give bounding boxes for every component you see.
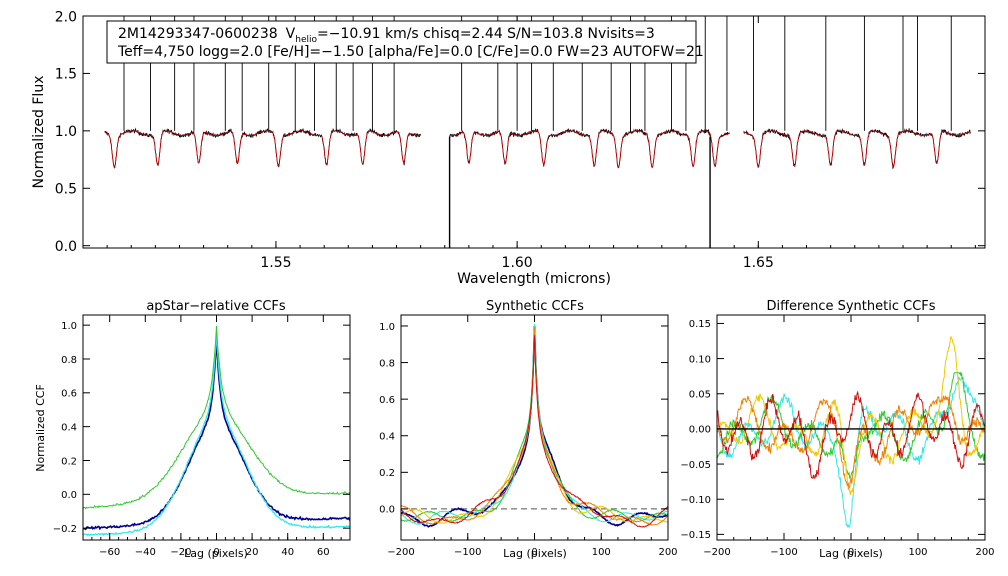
synthetic-ccf-series-line	[401, 324, 668, 525]
apstar-ccf-series-line	[83, 332, 350, 537]
apstar-ccf-x-tick-label: 40	[281, 547, 294, 558]
synthetic-ccf-series-line	[401, 327, 668, 523]
apstar-ccf-title: apStar−relative CCFs	[146, 299, 286, 314]
synthetic-ccf-x-tick-label: 100	[592, 547, 611, 558]
difference-ccf-y-tick-label: 0.05	[689, 390, 711, 401]
apstar-ccf-series-line	[83, 325, 350, 510]
info-line-1: 2M14293347-0600238 Vhelio=−10.91 km/s chi…	[118, 26, 655, 45]
difference-ccf-y-tick-label: 0.10	[689, 354, 711, 365]
synthetic-ccf-x-tick-label: 0	[531, 547, 537, 558]
apstar-ccf-y-tick-label: 0.0	[61, 490, 77, 501]
synthetic-ccf-title: Synthetic CCFs	[486, 299, 584, 314]
difference-ccf-y-tick-label: 0.15	[689, 319, 711, 330]
apstar-ccf-y-ticks: −0.2 0.0 0.2 0.4 0.6 0.8 1.0	[53, 321, 350, 535]
difference-ccf-x-tick-label: 0	[848, 547, 854, 558]
apstar-ccf-y-tick-label: 0.6	[61, 389, 77, 400]
difference-ccf-x-tick-label: −200	[703, 547, 730, 558]
difference-ccf-series-line	[717, 336, 985, 496]
spectrum-x-axis-label: Wavelength (microns)	[457, 271, 611, 287]
spectrum-y-tick-label: 2.0	[55, 9, 77, 25]
apstar-ccf-y-tick-label: 1.0	[61, 321, 77, 332]
synthetic-ccf-y-tick-label: 0.0	[379, 505, 395, 516]
spectrum-x-tick-label: 1.65	[743, 255, 774, 271]
spectrum-x-ticks: 1.55 1.60 1.65	[82, 16, 976, 271]
spectrum-x-tick-label: 1.55	[260, 255, 291, 271]
synthetic-ccf-x-tick-label: −200	[387, 547, 414, 558]
difference-ccf-y-tick-label: −0.05	[680, 460, 711, 471]
synthetic-ccf-y-tick-label: 0.6	[379, 395, 395, 406]
synthetic-ccf-x-tick-label: 200	[658, 547, 677, 558]
spectrum-y-ticks: 0.0 0.5 1.0 1.5 2.0	[55, 9, 985, 255]
info-line-2: Teff=4,750 logg=2.0 [Fe/H]=−1.50 [alpha/…	[117, 44, 704, 60]
synthetic-ccf-y-ticks: 0.0 0.2 0.4 0.6 0.8 1.0	[379, 322, 668, 516]
difference-ccf-lines	[717, 336, 985, 529]
apstar-ccf-y-axis-label: Normalized CCF	[34, 384, 47, 472]
apstar-ccf-x-tick-label: −40	[135, 547, 156, 558]
synthetic-ccf-lines	[401, 324, 668, 528]
difference-ccf-y-tick-label: −0.15	[680, 530, 711, 541]
difference-ccf-series-line	[717, 395, 985, 491]
synthetic-ccf-series-line	[401, 335, 668, 528]
synthetic-spectrum-line	[743, 130, 971, 168]
spectrum-plot-frame	[82, 15, 986, 249]
star-id: 2M14293347-0600238	[118, 26, 278, 42]
synthetic-ccf-y-tick-label: 0.8	[379, 358, 395, 369]
apstar-ccf-y-tick-label: 0.8	[61, 355, 77, 366]
spectrum-y-tick-label: 1.0	[55, 124, 77, 140]
apstar-ccf-x-tick-label: 20	[246, 547, 259, 558]
apstar-ccf-panel: apStar−relative CCFs −60 −40 −20 0 20 40 60 −0…	[34, 299, 351, 560]
info-box-frame	[106, 20, 697, 64]
synthetic-ccf-series-line	[401, 335, 668, 524]
difference-ccf-y-ticks: −0.15 −0.10 −0.05 0.00 0.05 0.10 0.15	[680, 319, 985, 541]
apstar-ccf-x-ticks: −60 −40 −20 0 20 40 60	[82, 315, 351, 558]
difference-ccf-series-line	[717, 371, 985, 479]
observed-spectrum-line	[449, 127, 730, 169]
difference-ccf-x-tick-label: 100	[908, 547, 927, 558]
difference-ccf-x-axis-label: Lag (pixels)	[819, 547, 883, 560]
apstar-ccf-lines	[83, 325, 350, 537]
apstar-ccf-x-tick-label: −60	[99, 547, 120, 558]
synthetic-ccf-y-tick-label: 0.2	[379, 468, 395, 479]
synthetic-ccf-y-tick-label: 1.0	[379, 322, 395, 333]
difference-ccf-x-ticks: −200 −100 0 100 200	[703, 315, 995, 558]
difference-ccf-series-line	[717, 390, 985, 479]
synthetic-ccf-x-ticks: −200 −100 0 100 200	[387, 315, 678, 558]
spectrum-y-tick-label: 1.5	[55, 67, 77, 83]
synthetic-ccf-y-tick-label: 0.4	[379, 432, 395, 443]
synthetic-ccf-x-axis-label: Lag (pixels)	[503, 547, 567, 560]
apstar-ccf-series-line	[83, 339, 350, 531]
apstar-ccf-x-axis-label: Lag (pixels)	[184, 547, 248, 560]
vhelio-and-stats: =−10.91 km/s chisq=2.44 S/N=103.8 Nvisit…	[317, 26, 655, 42]
observed-spectrum-line	[104, 127, 421, 169]
info-box: 2M14293347-0600238 Vhelio=−10.91 km/s chi…	[106, 20, 704, 64]
difference-ccf-y-tick-label: 0.00	[689, 425, 711, 436]
difference-ccf-x-tick-label: 200	[975, 547, 994, 558]
synthetic-ccf-x-tick-label: −100	[454, 547, 481, 558]
difference-ccf-panel: Difference Synthetic CCFs −200 −100 0 100 20…	[680, 299, 994, 560]
spectrum-panel: 1.55 1.60 1.65 0.0 0.5 1.0 1.5 2.0 Wavelength …	[31, 9, 986, 287]
apstar-ccf-y-tick-label: 0.2	[61, 456, 77, 467]
synthetic-spectrum-line	[104, 130, 421, 169]
difference-ccf-series-line	[717, 376, 985, 529]
vhelio-prefix: V	[286, 26, 296, 42]
spectrum-y-tick-label: 0.5	[55, 182, 77, 198]
difference-ccf-x-tick-label: −100	[770, 547, 797, 558]
apstar-ccf-x-tick-label: −20	[170, 547, 191, 558]
difference-ccf-y-tick-label: −0.10	[680, 495, 711, 506]
vhelio-subscript: helio	[295, 35, 317, 45]
synthetic-ccf-series-line	[401, 326, 668, 526]
apstar-ccf-y-tick-label: −0.2	[53, 524, 77, 535]
spectrum-x-tick-label: 1.60	[502, 255, 533, 271]
apstar-ccf-x-tick-label: 0	[213, 547, 219, 558]
synthetic-spectrum-line	[449, 130, 730, 169]
spectrum-y-axis-label: Normalized Flux	[31, 76, 47, 189]
apstar-ccf-y-tick-label: 0.4	[61, 422, 77, 433]
synthetic-ccf-panel: Synthetic CCFs −200 −100 0 100 200 0.0 0.2 0.4…	[379, 299, 677, 560]
apstar-ccf-x-tick-label: 60	[317, 547, 330, 558]
difference-ccf-title: Difference Synthetic CCFs	[766, 299, 935, 314]
synthetic-ccf-series-line	[401, 325, 668, 528]
spectrum-y-tick-label: 0.0	[55, 239, 77, 255]
